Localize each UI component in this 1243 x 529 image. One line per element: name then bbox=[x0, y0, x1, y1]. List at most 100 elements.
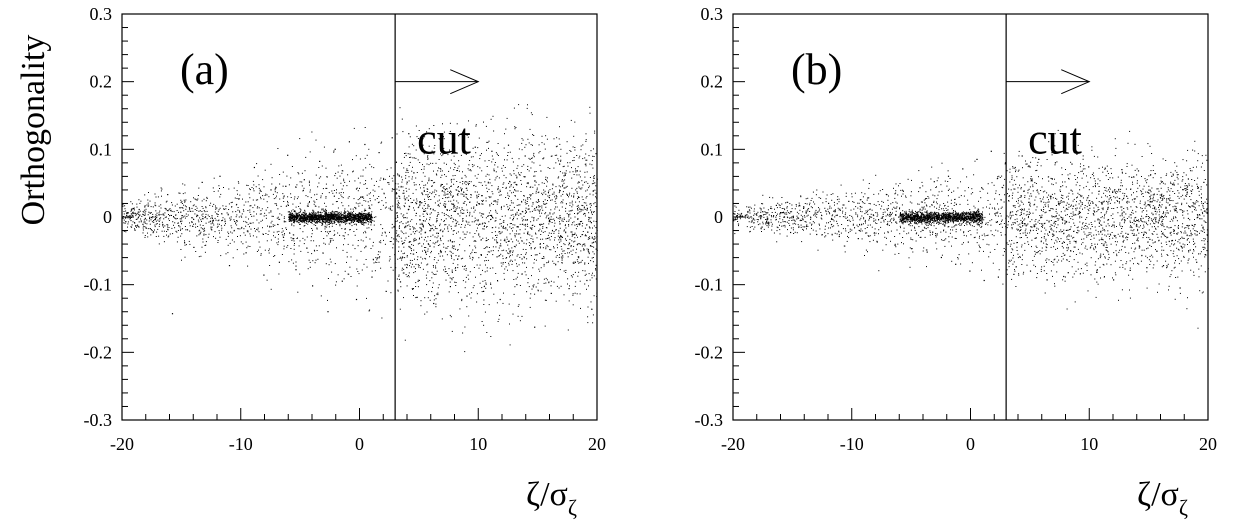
scatter-dot bbox=[514, 126, 516, 128]
scatter-dot bbox=[320, 176, 322, 178]
scatter-dot bbox=[334, 214, 335, 216]
scatter-dot bbox=[478, 257, 480, 259]
scatter-dot bbox=[595, 232, 597, 234]
scatter-dot bbox=[294, 218, 296, 220]
scatter-dot bbox=[184, 200, 186, 202]
scatter-dot bbox=[204, 230, 206, 232]
scatter-dot bbox=[417, 207, 419, 209]
scatter-dot bbox=[516, 276, 518, 278]
scatter-dot bbox=[323, 216, 325, 218]
scatter-dot bbox=[549, 189, 551, 191]
scatter-dot bbox=[358, 218, 360, 220]
scatter-dot bbox=[413, 207, 414, 209]
scatter-dot bbox=[349, 266, 351, 268]
scatter-dot bbox=[499, 218, 501, 220]
scatter-dot bbox=[581, 180, 583, 182]
scatter-dot bbox=[532, 203, 534, 205]
scatter-dot bbox=[307, 219, 309, 221]
scatter-dot bbox=[309, 189, 311, 191]
scatter-dot bbox=[486, 246, 488, 248]
scatter-dot bbox=[355, 202, 357, 204]
scatter-dot bbox=[350, 211, 352, 213]
scatter-dot bbox=[195, 205, 197, 207]
scatter-dot bbox=[448, 216, 450, 218]
scatter-dot bbox=[583, 243, 585, 245]
scatter-dot bbox=[380, 209, 382, 210]
scatter-dot bbox=[542, 201, 544, 202]
scatter-dot bbox=[313, 224, 315, 226]
scatter-dot bbox=[359, 214, 361, 216]
scatter-dot bbox=[401, 269, 403, 271]
scatter-dot bbox=[593, 246, 595, 248]
scatter-dot bbox=[584, 235, 586, 237]
scatter-dot bbox=[575, 261, 576, 263]
scatter-dot bbox=[539, 205, 541, 207]
scatter-dot bbox=[570, 151, 572, 152]
scatter-dot bbox=[590, 209, 592, 211]
scatter-dot bbox=[574, 237, 576, 239]
scatter-dot bbox=[447, 230, 449, 232]
scatter-dot bbox=[354, 217, 356, 218]
scatter-dot bbox=[335, 192, 337, 194]
scatter-dot bbox=[574, 121, 576, 123]
scatter-dot bbox=[137, 211, 139, 213]
scatter-dot bbox=[182, 216, 184, 218]
scatter-dot bbox=[440, 238, 441, 240]
scatter-dot bbox=[505, 227, 507, 229]
scatter-dot bbox=[270, 210, 272, 212]
scatter-dot bbox=[428, 222, 430, 224]
scatter-dot bbox=[364, 217, 366, 219]
scatter-dot bbox=[567, 162, 569, 164]
scatter-dot bbox=[518, 158, 520, 160]
scatter-dot bbox=[328, 219, 330, 220]
scatter-dot bbox=[559, 126, 560, 128]
scatter-dot bbox=[417, 281, 419, 282]
scatter-dot bbox=[531, 114, 533, 116]
scatter-dot bbox=[505, 128, 507, 130]
scatter-dot bbox=[495, 177, 497, 179]
scatter-dot bbox=[594, 130, 596, 132]
scatter-dot bbox=[369, 208, 371, 210]
scatter-dot bbox=[201, 214, 203, 216]
scatter-dot bbox=[407, 208, 409, 210]
scatter-dot bbox=[578, 186, 580, 188]
scatter-dot bbox=[315, 245, 317, 247]
scatter-dot bbox=[378, 196, 380, 197]
scatter-dot bbox=[486, 332, 488, 333]
scatter-dot bbox=[508, 240, 510, 242]
scatter-dot bbox=[437, 212, 439, 213]
scatter-dot bbox=[488, 196, 490, 198]
scatter-dot bbox=[331, 271, 333, 273]
scatter-dot bbox=[429, 219, 431, 221]
scatter-dot bbox=[541, 207, 543, 209]
scatter-dot bbox=[342, 214, 344, 216]
scatter-dot bbox=[409, 228, 411, 230]
scatter-dot bbox=[545, 206, 547, 208]
scatter-dot bbox=[335, 215, 337, 217]
scatter-dot bbox=[331, 217, 333, 219]
scatter-dot bbox=[462, 265, 464, 267]
scatter-dot bbox=[187, 210, 189, 212]
scatter-dot bbox=[320, 295, 322, 297]
scatter-dot bbox=[365, 222, 367, 224]
scatter-dot bbox=[328, 264, 330, 266]
scatter-dot bbox=[262, 227, 263, 229]
scatter-dot bbox=[253, 215, 255, 217]
scatter-dot bbox=[149, 217, 151, 219]
scatter-dot bbox=[456, 207, 458, 209]
scatter-dot bbox=[357, 240, 359, 241]
scatter-dot bbox=[437, 294, 439, 296]
scatter-dot bbox=[355, 213, 357, 215]
scatter-dot bbox=[361, 218, 363, 220]
scatter-dot bbox=[205, 206, 207, 208]
scatter-dot bbox=[523, 242, 525, 244]
scatter-dot bbox=[308, 182, 310, 184]
scatter-dot bbox=[337, 213, 339, 215]
scatter-dot bbox=[198, 234, 200, 236]
scatter-dot bbox=[159, 210, 161, 212]
scatter-dot bbox=[549, 212, 551, 214]
scatter-dot bbox=[350, 256, 352, 258]
scatter-dot bbox=[407, 172, 409, 173]
scatter-dot bbox=[512, 251, 514, 253]
scatter-dot bbox=[568, 194, 570, 196]
